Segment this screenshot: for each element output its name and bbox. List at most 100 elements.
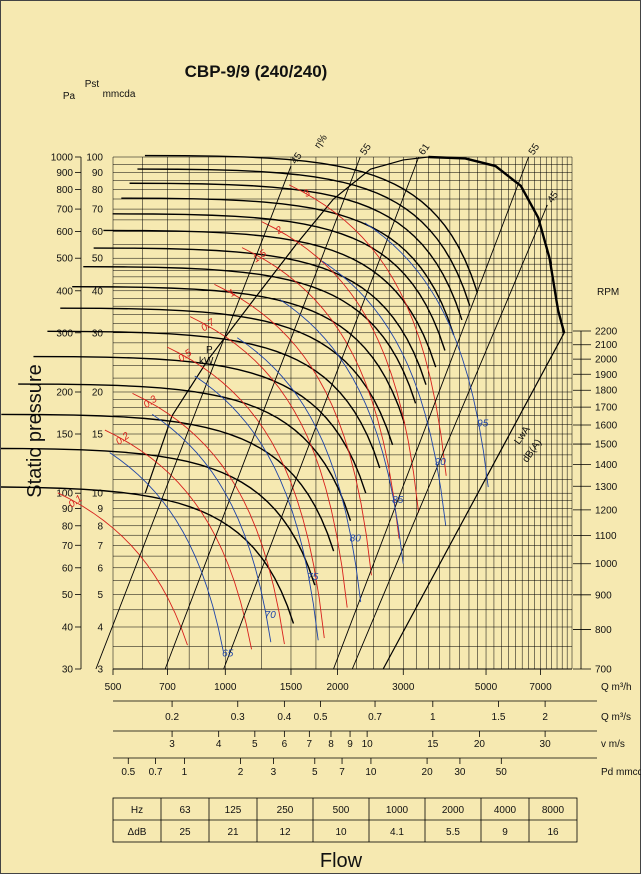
pa-tick-label: 200: [56, 387, 73, 398]
pa-tick-label: 900: [56, 168, 73, 179]
flow-m3h-tick-label: 5000: [475, 682, 498, 693]
secondary-tick-label: 7: [307, 739, 313, 750]
y-axis-title: Static pressure: [24, 364, 46, 497]
pa-tick-label: 80: [62, 521, 74, 532]
secondary-tick-label: 6: [282, 739, 288, 750]
rpm-tick-label: 1500: [595, 440, 618, 451]
octave-table-value: 5.5: [446, 827, 460, 838]
speed-curve: [121, 197, 455, 336]
noise-curve-label: 75: [307, 572, 319, 583]
noise-curve: [194, 375, 319, 641]
pa-tick-label: 70: [62, 541, 74, 552]
efficiency-ray-label: 55: [527, 141, 543, 157]
x-axis-title: Flow: [320, 850, 363, 872]
secondary-tick-label: 2: [542, 712, 548, 723]
noise-curve: [236, 337, 362, 603]
flow-m3h-unit: Q m³/h: [601, 682, 632, 693]
speed-curve: [103, 229, 437, 368]
noise-curve: [279, 299, 404, 564]
noise-curve: [151, 413, 272, 643]
secondary-tick-label: 1: [430, 712, 436, 723]
rpm-tick-label: 1600: [595, 420, 618, 431]
secondary-tick-label: 15: [427, 739, 439, 750]
speed-curve: [1, 486, 295, 624]
secondary-tick-label: 3: [169, 739, 175, 750]
efficiency-ray: [95, 165, 292, 670]
mm-tick-label: 3: [97, 665, 103, 676]
secondary-tick-label: 0.7: [368, 712, 382, 723]
secondary-axis-unit: Q m³/s: [601, 712, 631, 723]
speed-curve: [129, 182, 463, 321]
secondary-tick-label: 4: [216, 739, 222, 750]
flow-m3h-tick-label: 1000: [214, 682, 237, 693]
octave-table-header: Hz: [131, 805, 143, 816]
pa-tick-label: 500: [56, 254, 73, 265]
mm-tick-label: 50: [92, 254, 104, 265]
secondary-tick-label: 30: [540, 739, 552, 750]
secondary-tick-label: 20: [422, 767, 434, 778]
efficiency-ray-label: 61: [417, 141, 433, 157]
secondary-tick-label: 0.3: [231, 712, 245, 723]
octave-table-value: 12: [279, 827, 291, 838]
pa-tick-label: 1000: [51, 153, 74, 164]
surge-line: [144, 156, 429, 494]
octave-table-header: 63: [179, 805, 191, 816]
mm-tick-label: 4: [97, 622, 103, 633]
power-curve-label: 3: [302, 188, 313, 200]
power-curve: [132, 392, 285, 645]
mm-tick-label: 90: [92, 168, 104, 179]
speed-curve: [1, 447, 316, 586]
rpm-tick-label: 2000: [595, 355, 618, 366]
speed-curve: [1, 413, 335, 552]
pa-tick-label: 90: [62, 504, 74, 515]
flow-m3h-tick-label: 700: [159, 682, 176, 693]
mm-tick-label: 30: [92, 328, 104, 339]
mm-tick-label: 20: [92, 387, 104, 398]
noise-curve-label: 95: [477, 419, 489, 430]
speed-curve: [137, 168, 471, 306]
mm-tick-label: 100: [86, 153, 103, 164]
octave-table-header: 1000: [386, 805, 409, 816]
pa-tick-label: 800: [56, 185, 73, 196]
pa-tick-label: 40: [62, 622, 74, 633]
speed-curve: [144, 154, 478, 293]
efficiency-label: η%: [312, 132, 329, 150]
noise-curve-label: 65: [222, 648, 234, 659]
octave-table-value: 25: [179, 827, 191, 838]
secondary-tick-label: 1.5: [492, 712, 506, 723]
secondary-tick-label: 7: [339, 767, 345, 778]
max-speed-curve: [428, 155, 566, 334]
flow-m3h-tick-label: 500: [105, 682, 122, 693]
rpm-tick-label: 2100: [595, 340, 618, 351]
octave-table-value: 16: [547, 827, 559, 838]
power-curve: [288, 184, 447, 476]
efficiency-ray-label: 55: [358, 141, 374, 157]
mm-tick-label: 10: [92, 489, 104, 500]
rpm-tick-label: 1900: [595, 370, 618, 381]
octave-table-header: 125: [225, 805, 242, 816]
secondary-tick-label: 2: [238, 767, 244, 778]
mm-tick-label: 6: [97, 563, 103, 574]
mm-tick-label: 8: [97, 521, 103, 532]
rpm-tick-label: 2200: [595, 327, 618, 338]
secondary-tick-label: 9: [347, 739, 353, 750]
free-blowing-line: [382, 332, 565, 670]
rpm-tick-label: 1400: [595, 460, 618, 471]
octave-table-header: 250: [277, 805, 294, 816]
speed-curve: [47, 330, 381, 469]
rpm-tick-label: 1000: [595, 559, 618, 570]
pa-tick-label: 600: [56, 227, 73, 238]
pa-tick-label: 100: [56, 489, 73, 500]
mm-tick-label: 5: [97, 590, 103, 601]
speed-curve: [112, 213, 446, 351]
power-curve-label: 0.7: [199, 317, 217, 334]
mm-tick-label: 9: [97, 504, 103, 515]
power-curve-label: 1: [227, 287, 238, 299]
secondary-tick-label: 5: [312, 767, 318, 778]
rpm-tick-label: 1300: [595, 482, 618, 493]
noise-curve: [109, 452, 224, 652]
noise-curve-label: 90: [435, 457, 447, 468]
octave-table-header: 8000: [542, 805, 565, 816]
noise-curve: [321, 260, 447, 526]
